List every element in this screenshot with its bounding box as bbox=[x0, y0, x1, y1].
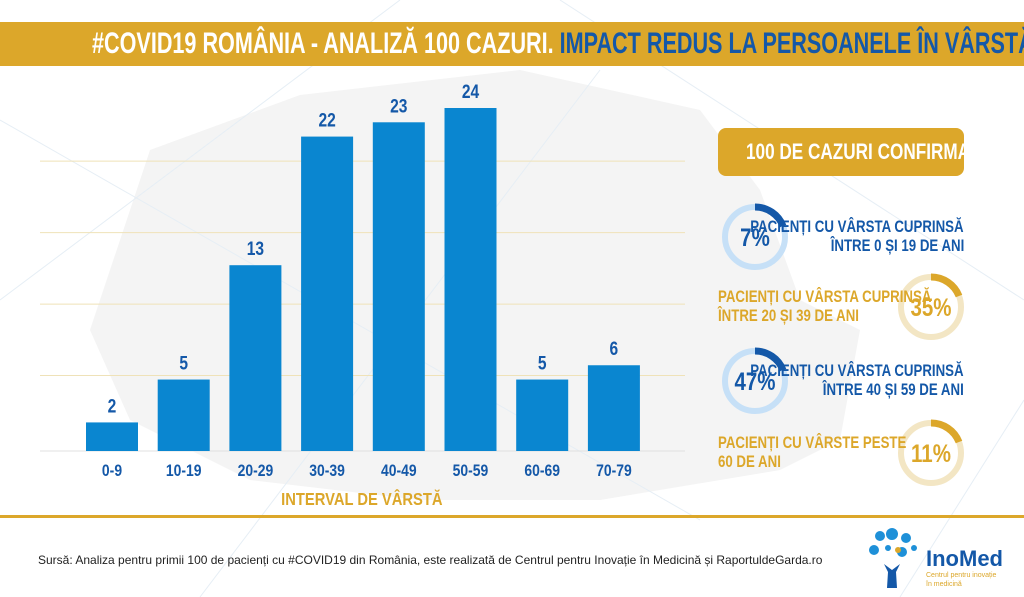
data-label: 13 bbox=[247, 238, 265, 260]
percent-ring: 11% bbox=[898, 419, 964, 486]
ring-arc bbox=[754, 203, 787, 228]
data-label: 6 bbox=[610, 338, 619, 360]
divider bbox=[0, 515, 1024, 518]
title-banner: #COVID19 ROMÂNIA - ANALIZĂ 100 CAZURI. I… bbox=[0, 22, 1024, 66]
percent-ring: 35% bbox=[898, 273, 964, 340]
x-tick-label: 20-29 bbox=[238, 462, 274, 481]
percent-value: 47% bbox=[734, 367, 775, 395]
bar-50-59 bbox=[444, 108, 497, 451]
stat-description: PACIENȚI CU VÂRSTE PESTE 60 DE ANI bbox=[718, 433, 907, 471]
bar-70-79 bbox=[587, 365, 640, 451]
data-label: 5 bbox=[179, 352, 188, 374]
logo-name: InoMed bbox=[926, 546, 1003, 571]
percent-value: 35% bbox=[910, 293, 951, 321]
svg-text:Centrul pentru inovație: Centrul pentru inovație bbox=[926, 572, 997, 579]
percent-value: 11% bbox=[911, 439, 951, 467]
x-tick-label: 70-79 bbox=[596, 462, 632, 481]
bar-30-39 bbox=[301, 136, 354, 452]
inomed-logo: InoMed Centrul pentru inovație în medici… bbox=[869, 528, 1003, 588]
x-tick-label: 10-19 bbox=[166, 462, 202, 481]
stat-description: PACIENȚI CU VÂRSTA CUPRINSĂ ÎNTRE 20 ȘI 3… bbox=[718, 287, 932, 325]
percent-ring: 47% bbox=[722, 347, 788, 414]
bar-0-9 bbox=[86, 422, 138, 451]
data-label: 23 bbox=[390, 95, 408, 117]
data-label: 5 bbox=[538, 352, 547, 374]
ring-arc bbox=[930, 419, 963, 444]
ring-arc bbox=[754, 347, 787, 372]
source-note: Sursă: Analiza pentru primii 100 de paci… bbox=[38, 553, 823, 567]
data-label: 22 bbox=[318, 109, 335, 131]
svg-text:în medicină: în medicină bbox=[925, 581, 962, 588]
age-bar-chart: 2 0-9 5 10-19 13 20-29 22 30-39 23 40-49 24 50-59 5 6… bbox=[40, 81, 685, 510]
stat-description: PACIENȚI CU VÂRSTA CUPRINSĂ ÎNTRE 40 ȘI 5… bbox=[750, 361, 964, 399]
x-tick-label: 30-39 bbox=[309, 462, 345, 481]
x-tick-label: 0-9 bbox=[102, 462, 122, 481]
bar-20-29 bbox=[229, 265, 282, 451]
ring-arc bbox=[930, 273, 963, 298]
bar-10-19 bbox=[157, 379, 210, 451]
percent-value: 7% bbox=[740, 223, 770, 251]
title-blue: IMPACT REDUS LA PERSOANELE ÎN VÂRSTĂ bbox=[559, 27, 1024, 60]
percent-ring: 7% bbox=[722, 203, 788, 270]
x-tick-label: 60-69 bbox=[524, 462, 560, 481]
stat-description: PACIENȚI CU VÂRSTA CUPRINSĂ ÎNTRE 0 ȘI 19… bbox=[750, 217, 964, 255]
data-label: 24 bbox=[462, 81, 480, 103]
x-tick-label: 40-49 bbox=[381, 462, 417, 481]
x-tick-label: 50-59 bbox=[453, 462, 489, 481]
x-axis-label: INTERVAL DE VÂRSTĂ bbox=[281, 489, 442, 510]
bar-60-69 bbox=[516, 379, 569, 451]
bar-40-49 bbox=[372, 122, 425, 452]
data-label: 2 bbox=[108, 395, 117, 417]
confirmed-cases-badge: 100 DE CAZURI CONFIRMATE bbox=[718, 128, 991, 176]
title-white: #COVID19 ROMÂNIA - ANALIZĂ 100 CAZURI. bbox=[92, 27, 554, 60]
